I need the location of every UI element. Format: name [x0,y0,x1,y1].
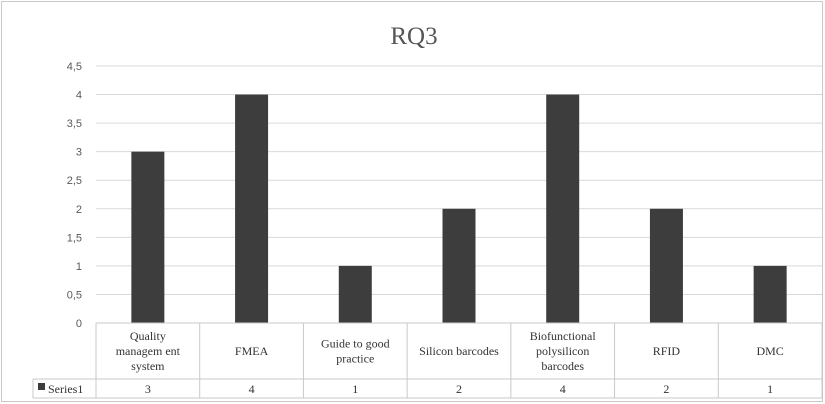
bar [753,265,787,323]
x-category-label: practice [336,352,374,366]
series-legend-key [38,383,45,390]
table-value-cell: 2 [456,382,462,396]
x-category-label: Guide to good [321,337,390,351]
bar [338,265,372,323]
y-tick-label: 3,5 [67,118,82,130]
x-category-label: Silicon barcodes [419,344,499,358]
x-category-label: RFID [653,344,681,358]
y-tick-label: 2 [76,204,82,216]
table-value-cell: 1 [352,382,358,396]
bar [235,94,269,323]
series-name: Series1 [48,382,83,396]
table-value-cell: 2 [663,382,669,396]
y-tick-label: 2,5 [67,175,82,187]
table-value-cell: 4 [249,382,255,396]
bar [442,208,476,323]
x-category-label: polysilicon [536,344,589,358]
x-category-label: system [131,359,165,373]
y-tick-label: 4,5 [67,61,82,73]
bar [649,208,683,323]
y-tick-label: 0 [76,318,82,330]
y-axis-ticks: 0 0,5 1 1,5 2 2,5 3 3,5 4 4,5 [67,61,82,330]
bars [131,94,787,323]
x-category-label: managem ent [116,344,181,358]
x-category-label: Biofunctional [530,329,597,343]
y-tick-label: 3 [76,147,82,159]
bar [131,151,165,323]
bar [546,94,580,323]
x-category-label: Quality [130,329,166,343]
table-value-cell: 4 [560,382,566,396]
x-category-label: DMC [756,344,783,358]
y-tick-label: 1 [76,261,82,273]
x-category-label: barcodes [541,359,584,373]
gridlines [96,65,822,295]
chart-title: RQ3 [390,23,437,50]
y-tick-label: 4 [76,90,82,102]
x-category-label: FMEA [235,344,269,358]
table-value-cell: 1 [767,382,773,396]
y-tick-label: 0,5 [67,289,82,301]
y-tick-label: 1,5 [67,232,82,244]
table-value-cell: 3 [145,382,151,396]
